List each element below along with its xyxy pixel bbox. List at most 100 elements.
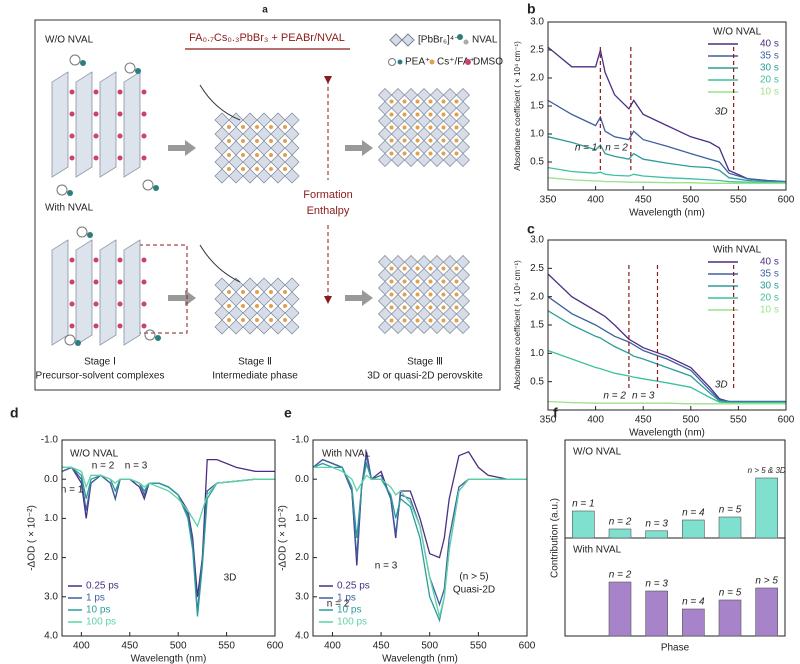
dmso — [141, 301, 147, 307]
octahedron — [404, 255, 418, 269]
octahedron — [270, 168, 286, 184]
marker-label: 3D — [715, 107, 728, 118]
curve-arrow — [199, 84, 241, 121]
slab — [75, 239, 93, 346]
subplot-title: W/O NVAL — [573, 447, 622, 458]
octahedron — [378, 281, 392, 295]
series-line — [548, 166, 786, 184]
octahedron — [417, 268, 431, 282]
octahedron — [256, 168, 272, 184]
bar — [608, 528, 632, 539]
bar-label: n = 4 — [682, 597, 705, 608]
cation — [389, 99, 394, 104]
octahedron — [391, 255, 405, 269]
dmso — [93, 89, 99, 95]
pea-ring — [69, 54, 81, 66]
cation — [389, 292, 394, 297]
octahedron — [417, 114, 431, 128]
octahedron — [456, 294, 470, 308]
cation — [402, 125, 407, 130]
dmso — [69, 89, 75, 95]
octahedron — [443, 101, 457, 115]
octahedron — [404, 140, 418, 154]
octahedron — [456, 88, 470, 102]
octahedron — [284, 305, 300, 321]
pea-ring — [64, 334, 76, 346]
bar-label: n = 1 — [572, 499, 595, 510]
dmso — [141, 279, 147, 285]
cation — [402, 305, 407, 310]
legend-label: NVAL — [472, 35, 498, 46]
stage-name: Stage Ⅰ — [84, 357, 116, 368]
x-tick-label: 600 — [267, 641, 284, 652]
octahedron — [228, 112, 244, 128]
cation — [227, 139, 231, 143]
octahedron — [404, 320, 418, 334]
cation — [428, 99, 433, 104]
octahedron — [256, 319, 272, 335]
cation — [255, 139, 259, 143]
series-line — [548, 177, 786, 184]
x-tick-label: 450 — [635, 195, 652, 206]
octahedron — [391, 140, 405, 154]
octahedron — [256, 126, 272, 142]
octahedron — [443, 88, 457, 102]
octahedron — [242, 140, 258, 156]
pea-tail — [135, 68, 141, 74]
octahedron — [391, 114, 405, 128]
octahedron — [443, 294, 457, 308]
cation — [415, 318, 420, 323]
cation — [269, 290, 273, 294]
octahedron — [456, 101, 470, 115]
legend-icon — [401, 33, 415, 47]
y-tick-label: 2.0 — [44, 552, 58, 563]
cation — [389, 151, 394, 156]
cation — [415, 266, 420, 271]
cation — [389, 125, 394, 130]
legend-title: With NVAL — [713, 245, 762, 256]
marker-label: n = 2 — [603, 391, 626, 402]
octahedron — [378, 88, 392, 102]
octahedron — [443, 255, 457, 269]
dmso — [141, 111, 147, 117]
cation — [441, 318, 446, 323]
cation — [428, 279, 433, 284]
x-tick-label: 600 — [778, 195, 795, 206]
bar-label: n = 3 — [645, 579, 668, 590]
octahedron — [404, 153, 418, 167]
y-tick-label: 0.5 — [530, 376, 544, 387]
octahedron — [391, 320, 405, 334]
octahedron — [417, 307, 431, 321]
octahedron — [430, 127, 444, 141]
cation — [454, 138, 459, 143]
plot-frame — [61, 439, 276, 637]
dmso — [93, 155, 99, 161]
octahedron — [214, 277, 230, 293]
annotation: n = 2 — [327, 599, 350, 610]
octahedron — [378, 153, 392, 167]
cation — [283, 167, 287, 171]
panel-letter: c — [527, 221, 535, 237]
octahedron — [378, 140, 392, 154]
dmso — [93, 133, 99, 139]
octahedron — [256, 291, 272, 307]
y-tick-label: 1.5 — [530, 320, 544, 331]
annotation: With NVAL — [322, 449, 371, 460]
y-tick-label: 0.0 — [295, 474, 309, 485]
y-tick-label: 0.0 — [44, 474, 58, 485]
octahedron — [256, 112, 272, 128]
legend-icon — [388, 58, 396, 66]
cation — [241, 318, 245, 322]
cation — [227, 290, 231, 294]
cation — [241, 304, 245, 308]
bar — [645, 530, 668, 539]
y-tick-label: -1.0 — [292, 435, 310, 446]
x-tick-label: 550 — [218, 641, 235, 652]
cation — [441, 112, 446, 117]
bar-label: n > 5 & 3D — [748, 466, 786, 475]
cation — [454, 318, 459, 323]
octahedron — [270, 291, 286, 307]
cation — [428, 305, 433, 310]
bar — [682, 608, 705, 637]
